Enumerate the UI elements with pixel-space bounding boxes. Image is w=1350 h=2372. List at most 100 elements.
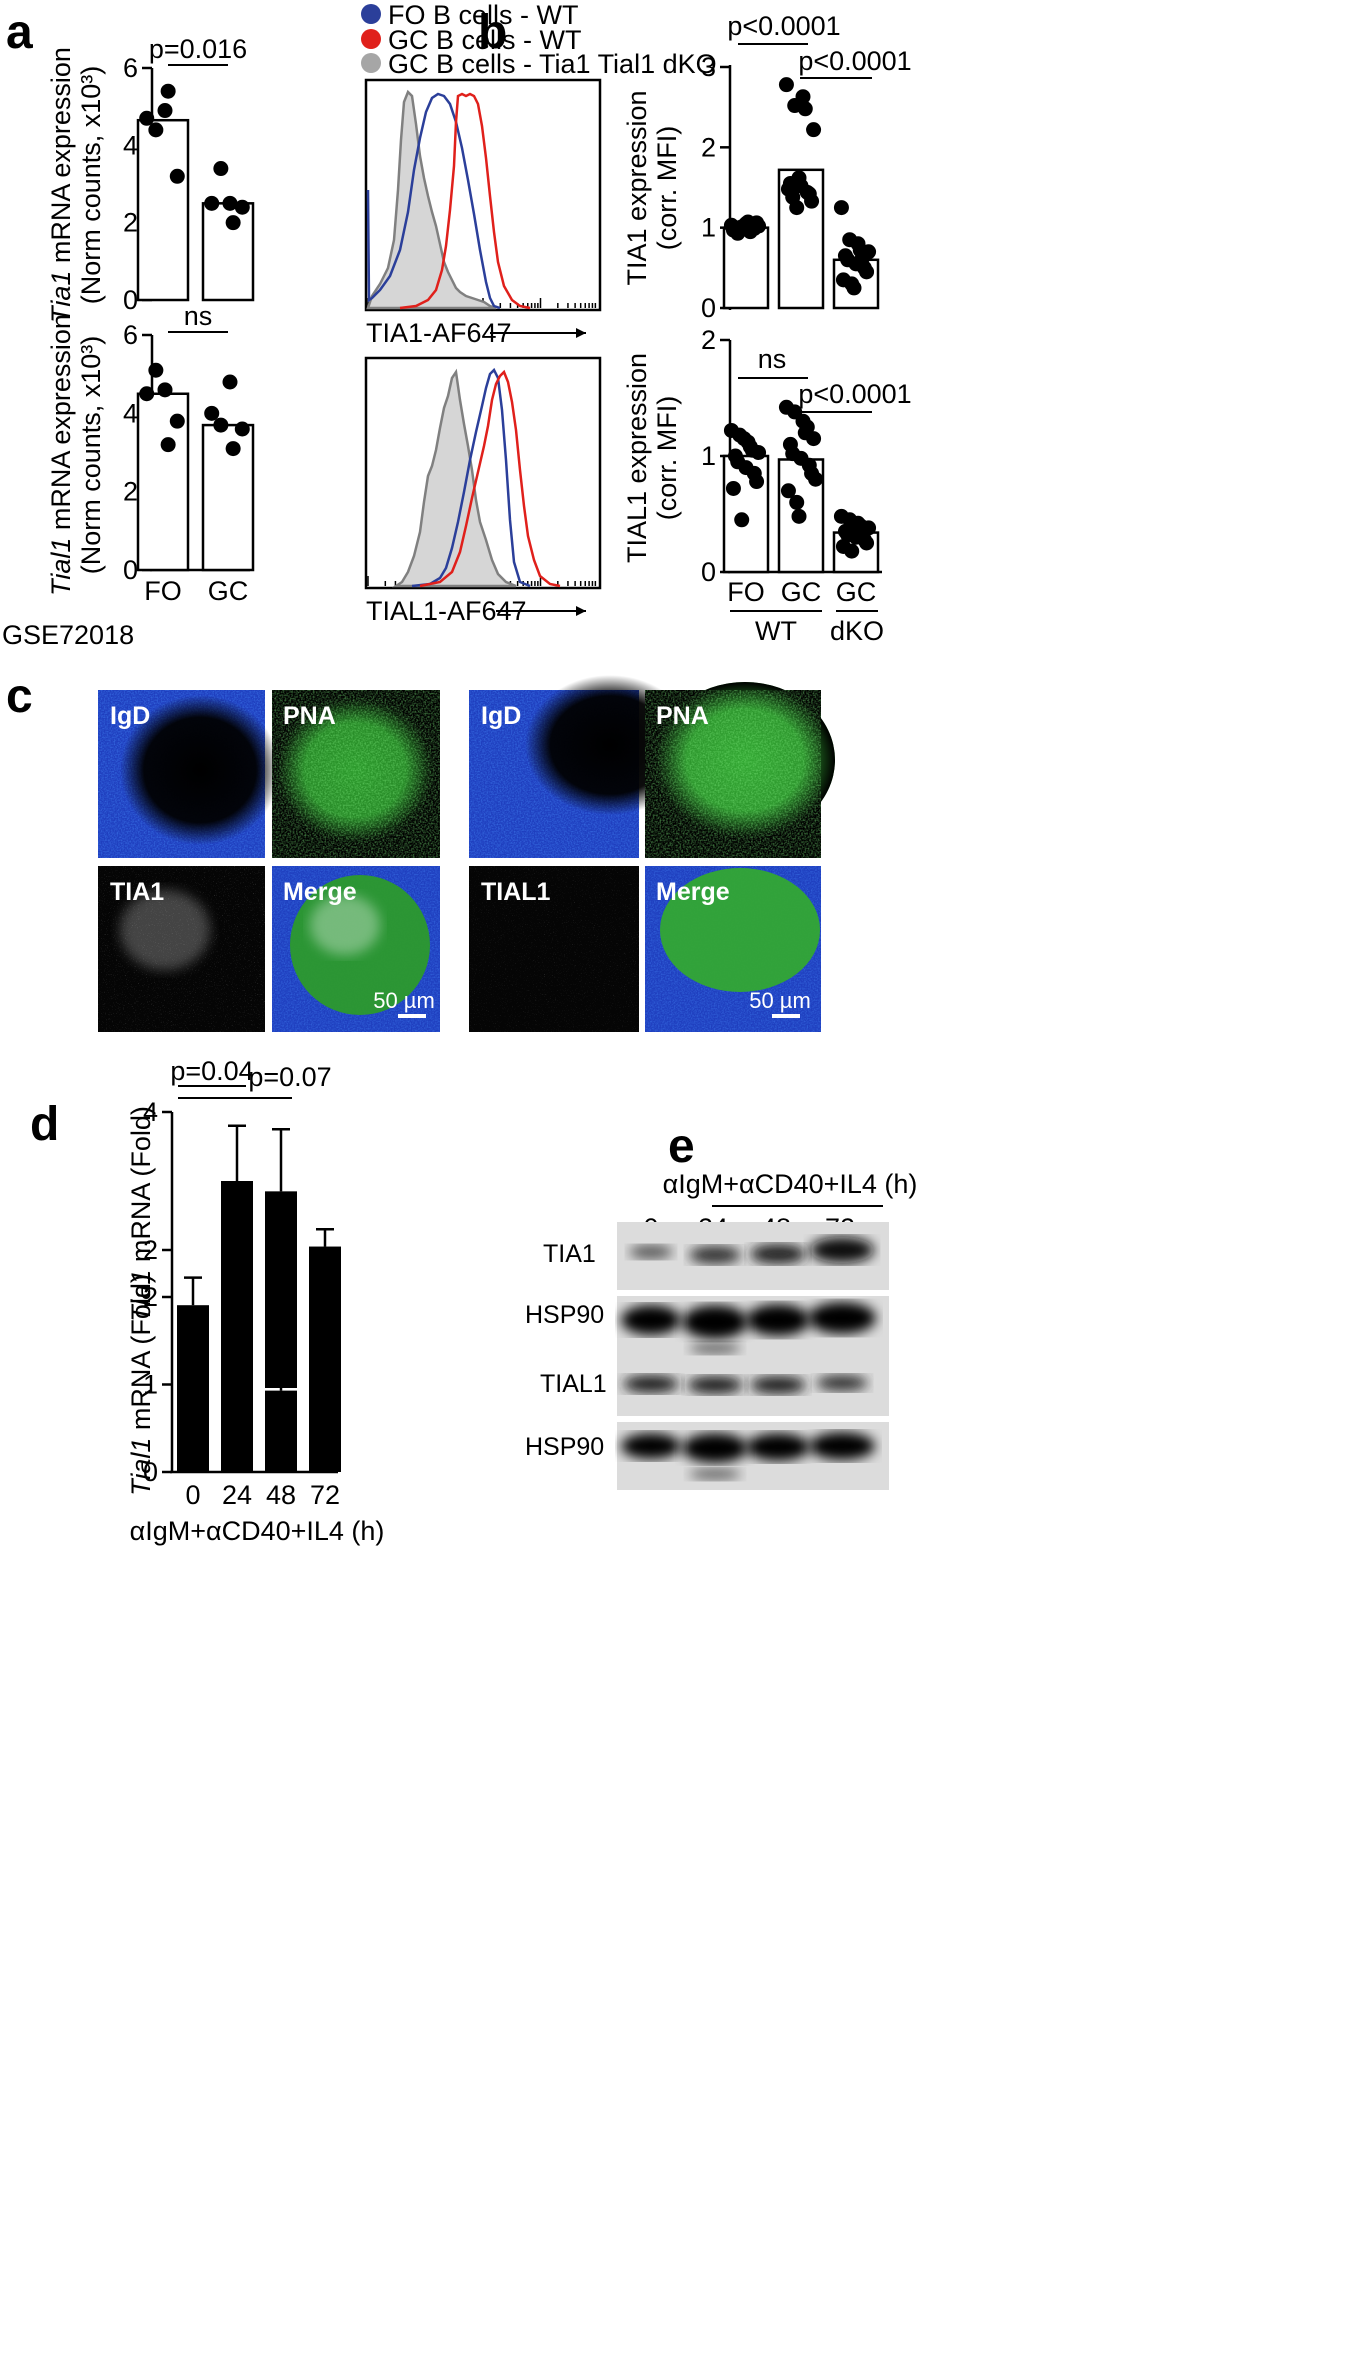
panel-d-top-ylabel: Tia1 mRNA (Fold) (126, 1106, 156, 1322)
panel-d-xtick-0: 0 (185, 1480, 200, 1510)
panel-b-top-point (854, 250, 870, 266)
panel-b-top-point (846, 280, 862, 296)
panel-b-top-point (749, 215, 765, 231)
panel-a-bottom-ytick-0: 0 (123, 555, 138, 585)
panel-b-bottom-point (749, 474, 765, 490)
panel-c: IgD PNA TIA1 Merge 50 µm (98, 675, 835, 1032)
panel-letter-b: b (478, 6, 507, 59)
panel-letter-d: d (30, 1098, 59, 1151)
panel-a-bottom-bar-1 (201, 423, 255, 572)
panel-a-xtick-gc: GC (208, 576, 249, 606)
hist-bot-gc-dko-filled (391, 368, 517, 588)
panel-a-top-ytick-4: 4 (123, 130, 138, 160)
micrograph-right-scale-bar: 50 µm (749, 988, 811, 1013)
panel-letter-a: a (6, 6, 33, 59)
panel-letter-c: c (6, 670, 33, 723)
panel-e-row-tia1: TIA1 (543, 1240, 596, 1268)
micrograph-left-merge-label: Merge (283, 878, 357, 906)
panel-a-bottom-point (213, 417, 229, 433)
panel-a-bottom-point (234, 421, 250, 437)
panel-d-bottom-bar-1 (221, 1352, 253, 1472)
panel-b-top-point (780, 181, 796, 197)
hist-top-gc-wt (399, 92, 531, 310)
panel-b-top-ytick-0: 0 (701, 293, 716, 323)
panel-b-top-point (734, 219, 750, 235)
panel-b-bar-top-ylabel1: TIA1 expression (622, 90, 652, 285)
panel-d-xtick-72: 72 (310, 1480, 340, 1510)
panel-a-bottom-point (225, 441, 241, 457)
panel-b-bar-bottom-sig2: p<0.0001 (798, 379, 911, 409)
panel-b-top-bar-0 (722, 226, 770, 310)
panel-a-top-yunit: (Norm counts, x10³) (76, 66, 106, 305)
panel-a-bottom-point (204, 405, 220, 421)
panel-d-top-ytick-2: 2 (143, 1235, 158, 1265)
micrograph-right-merge-label: Merge (656, 878, 730, 906)
micrograph-left-scale-bar: 50 µm (373, 988, 435, 1013)
panel-a-bottom-significance: ns (184, 301, 213, 331)
panel-d-top-ytick-4: 4 (143, 1097, 158, 1127)
panel-b-bottom-point (725, 480, 741, 496)
panel-b-bar-top-sig2: p<0.0001 (798, 46, 911, 76)
micrograph-right-merge: Merge 50 µm (645, 866, 821, 1032)
panel-b-top-point (833, 200, 849, 216)
panel-letter-e: e (668, 1120, 695, 1173)
panel-a-top-ticks: 0 2 4 6 (123, 53, 152, 315)
panel-b-bottom-point (744, 442, 760, 458)
panel-b-group-dko: dKO (830, 616, 884, 646)
panel-d-bottom-ytick-1: 1 (143, 1370, 158, 1400)
panel-b-top-ytick-3: 3 (701, 52, 716, 82)
panel-b-bottom-point (734, 512, 750, 528)
panel-d-bottom-chart: Tial1 mRNA (Fold) 0 1 2 0 24 48 72 αIgM+αC… (126, 1274, 384, 1546)
hist-bot-gc-wt (419, 369, 561, 588)
panel-e-row-tial1: TIAL1 (540, 1370, 607, 1398)
panel-a-top-chart: Tia1 mRNA expression (Norm counts, x10³)… (46, 34, 255, 323)
panel-a-top-point (148, 122, 164, 138)
panel-d-xlabel: αIgM+αCD40+IL4 (h) (130, 1516, 385, 1546)
panel-b-bottom-point (806, 431, 822, 447)
panel-a-bottom-ytick-2: 2 (123, 477, 138, 507)
panel-a-top-significance: p=0.016 (149, 34, 247, 64)
hist-top-xlabel: TIA1-AF647 (366, 318, 512, 348)
panel-d-top-bar-2 (265, 1191, 297, 1388)
panel-a-bottom-point (222, 374, 238, 390)
legend-label-fo-wt: FO B cells - WT (388, 0, 579, 30)
panel-a-bottom-ytick-4: 4 (123, 398, 138, 428)
panel-b-bottom-point (808, 471, 824, 487)
panel-d-bottom-bar-2 (265, 1390, 297, 1472)
panel-a-top-ytick-2: 2 (123, 208, 138, 238)
legend-label-gc-wt: GC B cells - WT (388, 25, 582, 55)
blot-tial1 (617, 1356, 889, 1416)
panel-b-bottom-point (780, 483, 796, 499)
panel-b-group-wt: WT (755, 616, 797, 646)
panel-b-bottom-point (799, 419, 815, 435)
panel-a-bottom-point (169, 413, 185, 429)
panel-b-bar-bottom-ylabel2: (corr. MFI) (652, 396, 682, 520)
panel-b-bar-top: TIA1 expression (corr. MFI) 0 1 2 3 p<0.000… (622, 11, 912, 323)
blot-tia1 (617, 1222, 889, 1290)
panel-b-xtick-gc-wt: GC (781, 577, 822, 607)
panel-d-xtick-24: 24 (222, 1480, 252, 1510)
panel-e-row-hsp90-2: HSP90 (525, 1433, 604, 1461)
panel-b-bar-top-sig1: p<0.0001 (727, 11, 840, 41)
legend-label-gc-dko: GC B cells - Tia1 Tial1 dKO (388, 49, 717, 79)
blot-hsp90-2 (617, 1422, 889, 1490)
panel-e-treatment-label: αIgM+αCD40+IL4 (h) (663, 1169, 918, 1199)
micrograph-left-tia1: TIA1 (98, 866, 265, 1032)
micrograph-left-pna-label: PNA (283, 702, 336, 730)
panel-a-bottom-point (148, 362, 164, 378)
panel-a-bottom-point (160, 437, 176, 453)
hist-top-fo-wt (366, 92, 501, 310)
panel-a-top-ylabel: Tia1 mRNA expression (46, 47, 76, 323)
panel-b-top-point (806, 122, 822, 138)
panel-a-dataset-label: GSE72018 (2, 620, 134, 650)
panel-d-top-sig2: p=0.07 (248, 1062, 331, 1092)
panel-a-bottom-chart: Tial1 mRNA expression (Norm counts, x10³… (2, 301, 255, 650)
panel-a-bottom-ytick-6: 6 (123, 320, 138, 350)
panel-a-xtick-fo: FO (144, 576, 182, 606)
panel-b-top-point (859, 264, 875, 280)
panel-e-row-hsp90-1: HSP90 (525, 1301, 604, 1329)
panel-b-legend: FO B cells - WT GC B cells - WT GC B cel… (361, 0, 717, 79)
panel-a-top-point (169, 168, 185, 184)
panel-e: αIgM+αCD40+IL4 (h) 0 24 48 72 TIA1 HSP90… (525, 1169, 917, 1490)
panel-b-top-point (799, 184, 815, 200)
